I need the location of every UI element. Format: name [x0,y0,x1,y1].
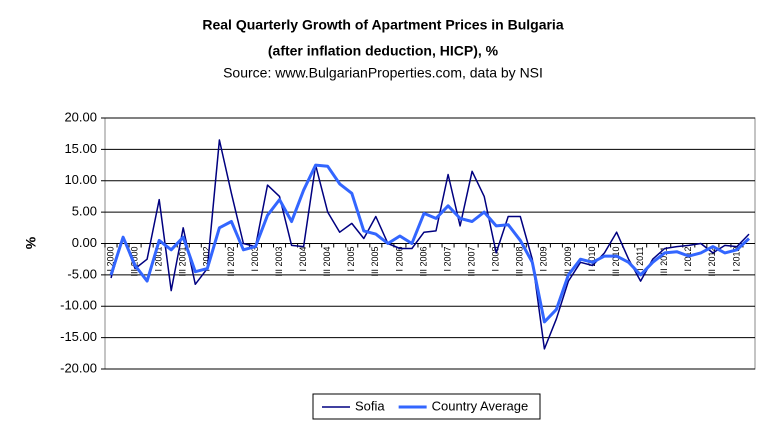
chart-title: Real Quarterly Growth of Apartment Price… [202,17,563,33]
x-tick-label: I 2004 [298,247,308,272]
y-axis-label: % [23,236,39,249]
x-tick-label: I 2008 [491,247,501,272]
x-tick-label: III 2001 [178,247,188,277]
x-tick-label: I 2007 [442,247,452,272]
x-tick-label: III 2009 [563,247,573,277]
chart-subtitle: (after inflation deduction, HICP), % [268,43,499,59]
legend-label: Country Average [432,398,529,413]
y-tick-label: 5.00 [72,204,97,219]
x-tick-label: I 2010 [587,247,597,272]
x-tick-label: III 2003 [274,247,284,277]
x-tick-label: I 2000 [105,247,115,272]
x-tick-label: III 2002 [226,247,236,277]
y-tick-label: -10.00 [60,298,97,313]
x-tick-label: III 2012 [707,247,717,277]
x-tick-label: I 2013 [731,247,741,272]
x-tick-label: I 2001 [154,247,164,272]
y-tick-label: -20.00 [60,360,97,375]
line-series [109,163,751,324]
x-tick-label: I 2005 [346,247,356,272]
x-tick-label: III 2010 [611,247,621,277]
y-tick-label: -15.00 [60,329,97,344]
y-tick-label: -5.00 [67,266,97,281]
y-tick-label: 15.00 [64,141,97,156]
x-tick-label: I 2003 [250,247,260,272]
line-series [110,139,750,350]
x-tick-label: I 2009 [539,247,549,272]
chart-source: Source: www.BulgarianProperties.com, dat… [223,65,543,81]
x-tick-label: III 2004 [322,247,332,277]
x-tick-label: III 2008 [515,247,525,277]
x-tick-label: I 2011 [635,247,645,271]
y-tick-label: 10.00 [64,172,97,187]
y-tick-label: 20.00 [64,109,97,124]
x-tick-label: III 2007 [467,247,477,277]
x-tick-label: III 2006 [418,247,428,277]
legend-label: Sofia [355,398,385,413]
x-tick-label: III 2011 [659,247,669,276]
x-tick-label: I 2006 [394,247,404,272]
x-tick-label: I 2002 [202,247,212,272]
y-tick-label: 0.00 [72,235,97,250]
x-tick-label: III 2005 [370,247,380,277]
x-tick-label: I 2012 [683,247,693,272]
